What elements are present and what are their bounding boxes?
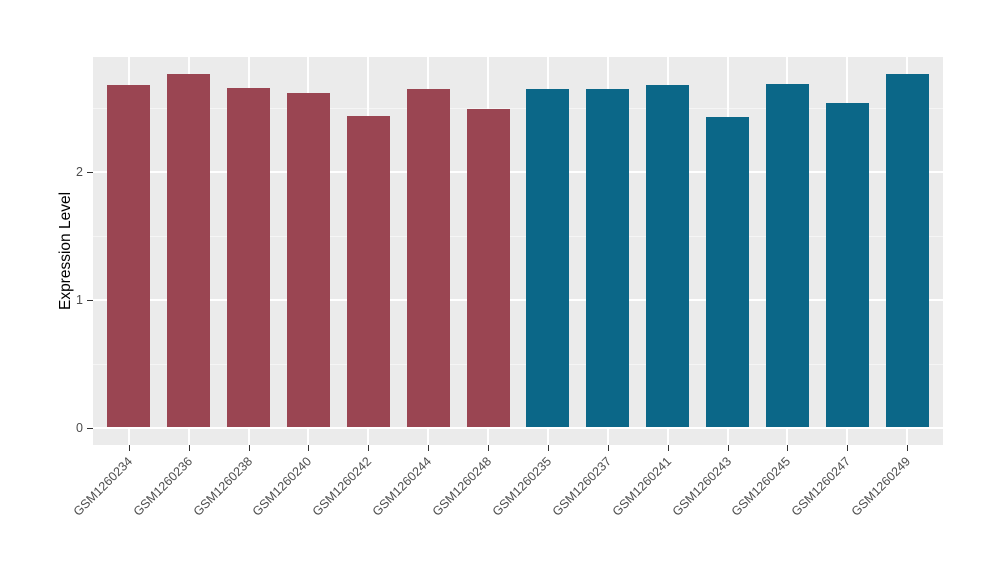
x-tick <box>547 445 549 451</box>
gridline-minor-y <box>93 235 943 237</box>
x-tick-label: GSM1260238 <box>190 454 255 519</box>
bar-GSM1260238 <box>227 87 271 428</box>
bar-GSM1260236 <box>167 73 211 428</box>
bar-GSM1260248 <box>466 109 510 428</box>
x-tick-label: GSM1260237 <box>549 454 614 519</box>
y-tick <box>87 299 93 301</box>
x-tick-label: GSM1260249 <box>848 454 914 519</box>
gridline-major-y <box>93 298 943 301</box>
x-tick <box>727 445 729 451</box>
x-tick <box>308 445 310 451</box>
panel-background <box>93 57 943 445</box>
bar-GSM1260234 <box>107 85 151 428</box>
x-tick-label: GSM1260235 <box>489 454 555 519</box>
y-tick <box>87 427 93 429</box>
y-tick-label: 2 <box>76 165 83 179</box>
y-tick-label: 0 <box>76 420 83 435</box>
gridline-major-y <box>93 426 943 429</box>
y-axis-title: Expression Level <box>57 191 74 311</box>
x-tick-label: GSM1260245 <box>729 454 794 519</box>
x-tick-label: GSM1260234 <box>70 454 136 519</box>
x-tick <box>847 445 849 451</box>
bar-GSM1260247 <box>825 103 869 428</box>
gridline-minor-y <box>93 108 943 110</box>
x-tick-label: GSM1260247 <box>788 454 854 519</box>
x-tick <box>188 445 190 451</box>
x-tick-label: GSM1260243 <box>669 454 734 519</box>
bar-GSM1260249 <box>885 73 929 428</box>
bar-GSM1260243 <box>706 117 749 428</box>
x-tick <box>128 445 130 451</box>
bar-GSM1260240 <box>286 92 330 428</box>
x-tick <box>907 445 909 451</box>
bar-GSM1260244 <box>406 88 450 428</box>
x-tick <box>607 445 609 451</box>
gridline-minor-y <box>93 363 943 365</box>
x-tick-label: GSM1260244 <box>369 454 435 519</box>
x-tick-label: GSM1260242 <box>310 454 375 519</box>
x-tick <box>248 445 250 451</box>
x-tick <box>667 445 669 451</box>
bar-GSM1260235 <box>526 88 570 428</box>
plot-panel <box>93 57 943 445</box>
x-tick <box>428 445 430 451</box>
x-tick <box>488 445 490 451</box>
bar-GSM1260242 <box>346 115 390 428</box>
x-tick-label: GSM1260240 <box>250 454 315 519</box>
x-tick-label: GSM1260241 <box>609 454 674 519</box>
bar-GSM1260237 <box>586 88 630 428</box>
x-tick-label: GSM1260248 <box>429 454 495 519</box>
bar-GSM1260241 <box>646 85 690 428</box>
bar-GSM1260245 <box>765 83 809 428</box>
gridline-major-y <box>93 171 943 173</box>
y-tick <box>87 172 93 173</box>
x-tick <box>368 445 370 451</box>
x-tick-label: GSM1260236 <box>130 454 195 519</box>
x-tick <box>787 445 789 451</box>
y-tick-label: 1 <box>76 292 83 307</box>
